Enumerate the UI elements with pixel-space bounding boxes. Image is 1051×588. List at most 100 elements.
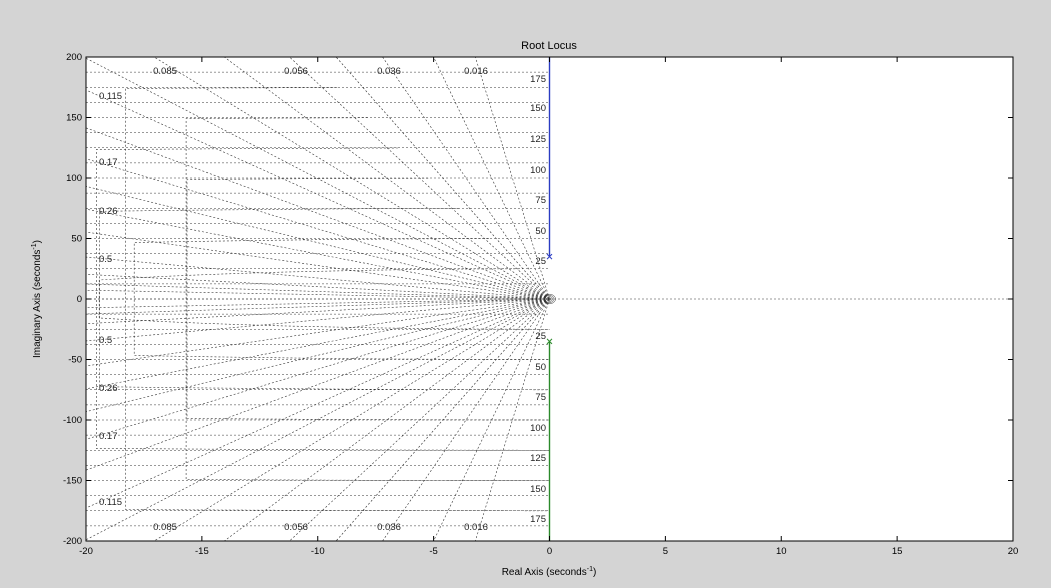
damping-ray	[224, 56, 550, 300]
damping-label-top: 0.085	[153, 66, 177, 77]
damping-ray	[382, 298, 550, 542]
damping-label-bottom: 0.056	[284, 522, 308, 533]
wn-label-neg: 175	[530, 514, 546, 525]
damping-ray	[85, 298, 550, 509]
x-axis-label-main: Real Axis (seconds	[502, 567, 587, 578]
damping-label-left-neg: 0.115	[99, 497, 122, 508]
wn-label-pos: 100	[530, 165, 546, 176]
y-tick-label: 200	[66, 52, 82, 63]
damping-ray	[85, 298, 550, 390]
wn-label-neg: 50	[535, 362, 546, 373]
chart-title: Root Locus	[521, 40, 577, 52]
damping-ray	[153, 298, 550, 542]
damping-ray	[85, 57, 550, 300]
damping-grid	[85, 56, 1013, 542]
damping-ray	[224, 298, 550, 542]
wn-label-neg: 25	[535, 331, 546, 342]
damping-label-left: 0.115	[99, 91, 122, 102]
origin-cluster-arc	[544, 295, 555, 303]
x-tick-label: -10	[311, 546, 325, 557]
damping-label-left-neg: 0.5	[99, 335, 112, 346]
y-axis-label-sup: -1	[31, 243, 38, 249]
y-tick-label: 50	[71, 234, 82, 245]
x-tick-label: -20	[79, 546, 93, 557]
damping-ray	[85, 256, 550, 300]
damping-label-top: 0.016	[464, 66, 488, 77]
y-tick-label: -150	[63, 476, 82, 487]
damping-ray	[85, 298, 550, 324]
origin-cluster-arc	[546, 296, 553, 302]
wn-label-pos: 50	[535, 226, 546, 237]
damping-label-left-neg: 0.17	[99, 431, 118, 442]
damping-ray	[335, 56, 550, 300]
y-axis-label-end: )	[32, 240, 43, 243]
wn-label-neg: 150	[530, 484, 546, 495]
damping-ray	[85, 274, 550, 300]
x-tick-label: -5	[429, 546, 437, 557]
wn-label-pos: 125	[530, 134, 546, 145]
x-axis-label-end: )	[593, 567, 596, 578]
damping-ray	[433, 56, 550, 300]
y-tick-label: -50	[68, 355, 82, 366]
damping-ray	[85, 298, 550, 440]
damping-ray	[433, 298, 550, 542]
pole-marker	[546, 253, 553, 260]
locus-series	[546, 57, 553, 541]
y-axis-label-main: Imaginary Axis (seconds	[32, 250, 43, 358]
natural-frequency-arc	[99, 208, 550, 391]
damping-ray	[382, 56, 550, 300]
y-tick-label: 150	[66, 113, 82, 124]
damping-label-top: 0.036	[377, 66, 401, 77]
x-tick-label: 0	[547, 546, 552, 557]
natural-frequency-arc	[133, 238, 550, 360]
damping-ray	[85, 298, 550, 342]
damping-ray	[85, 298, 550, 541]
y-tick-label: 100	[66, 173, 82, 184]
damping-label-bottom: 0.016	[464, 522, 488, 533]
natural-frequency-arc	[185, 117, 550, 481]
x-tick-label: 20	[1008, 546, 1019, 557]
wn-label-neg: 100	[530, 423, 546, 434]
x-axis-label: Real Axis (seconds-1)	[502, 566, 597, 578]
origin-cluster-arc	[547, 297, 552, 301]
natural-frequency-arc	[96, 147, 550, 451]
damping-label-left: 0.26	[99, 206, 118, 217]
y-axis-label: Imaginary Axis (seconds-1)	[31, 240, 43, 358]
damping-ray	[153, 56, 550, 300]
y-tick-label: -200	[63, 536, 82, 547]
x-tick-label: -15	[195, 546, 209, 557]
x-axis-label-sup: -1	[587, 566, 593, 573]
wn-label-pos: 75	[535, 195, 546, 206]
damping-ray	[85, 283, 550, 300]
wn-label-pos: 150	[530, 103, 546, 114]
damping-ray	[85, 298, 550, 315]
damping-ray	[85, 158, 550, 300]
damping-label-bottom: 0.036	[377, 522, 401, 533]
x-tick-label: 10	[776, 546, 787, 557]
wn-label-neg: 75	[535, 392, 546, 403]
damping-label-bottom: 0.085	[153, 522, 177, 533]
natural-frequency-arc	[125, 87, 550, 512]
damping-ray	[85, 298, 550, 412]
y-tick-label: 0	[77, 294, 82, 305]
wn-label-neg: 125	[530, 453, 546, 464]
damping-label-left-neg: 0.26	[99, 383, 118, 394]
damping-ray	[85, 208, 550, 300]
damping-label-left: 0.17	[99, 157, 118, 168]
x-tick-label: 5	[663, 546, 668, 557]
damping-label-left: 0.5	[99, 254, 112, 265]
origin-cluster-arc	[543, 293, 556, 305]
damping-ray	[85, 298, 550, 309]
damping-ray	[85, 186, 550, 300]
damping-label-top: 0.056	[284, 66, 308, 77]
axes-frame	[85, 56, 1014, 542]
x-tick-label: 15	[892, 546, 903, 557]
grid-labels: 0.085 0.056 0.036 0.016 0.085 0.056 0.036 0.016…	[99, 66, 546, 533]
damping-ray	[335, 298, 550, 542]
natural-frequency-arc	[186, 177, 550, 421]
damping-ray	[85, 89, 550, 300]
wn-label-pos: 25	[535, 256, 546, 267]
pole-marker	[546, 338, 553, 345]
y-tick-label: -100	[63, 415, 82, 426]
